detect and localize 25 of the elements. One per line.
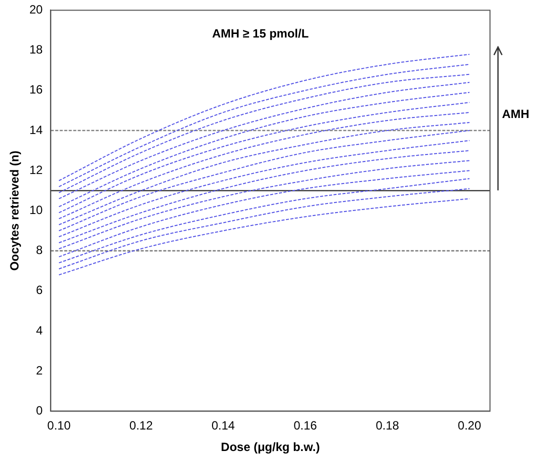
x-tick-label: 0.18 — [376, 418, 400, 433]
y-tick-label: 12 — [29, 162, 44, 177]
y-tick-label: 16 — [29, 82, 44, 97]
x-axis-title: Dose (μg/kg b.w.) — [220, 440, 320, 454]
y-tick-label: 8 — [36, 243, 44, 258]
y-tick-label: 2 — [36, 363, 44, 378]
x-tick-label: 0.10 — [47, 418, 71, 433]
annotation: AMH ≥ 15 pmol/L — [212, 26, 309, 41]
y-tick-label: 6 — [36, 283, 44, 298]
y-tick-label: 0 — [36, 404, 44, 418]
x-tick-label: 0.20 — [458, 418, 482, 433]
line-series — [58, 150, 470, 244]
line-series — [58, 160, 470, 250]
line-series — [58, 198, 470, 276]
text: AMH — [502, 106, 530, 121]
line-series — [58, 188, 470, 270]
x-tick-label: 0.12 — [129, 418, 154, 433]
y-tick-label: 18 — [29, 42, 44, 57]
x-tick-label: 0.14 — [211, 418, 236, 433]
y-axis-title: Oocytes retrieved (n) — [8, 150, 22, 271]
x-tick-label: 0.16 — [294, 418, 318, 433]
y-tick-label: 20 — [29, 2, 44, 17]
y-tick-label: 14 — [29, 122, 44, 137]
y-tick-label: 4 — [36, 323, 44, 338]
y-tick-label: 10 — [29, 203, 44, 218]
